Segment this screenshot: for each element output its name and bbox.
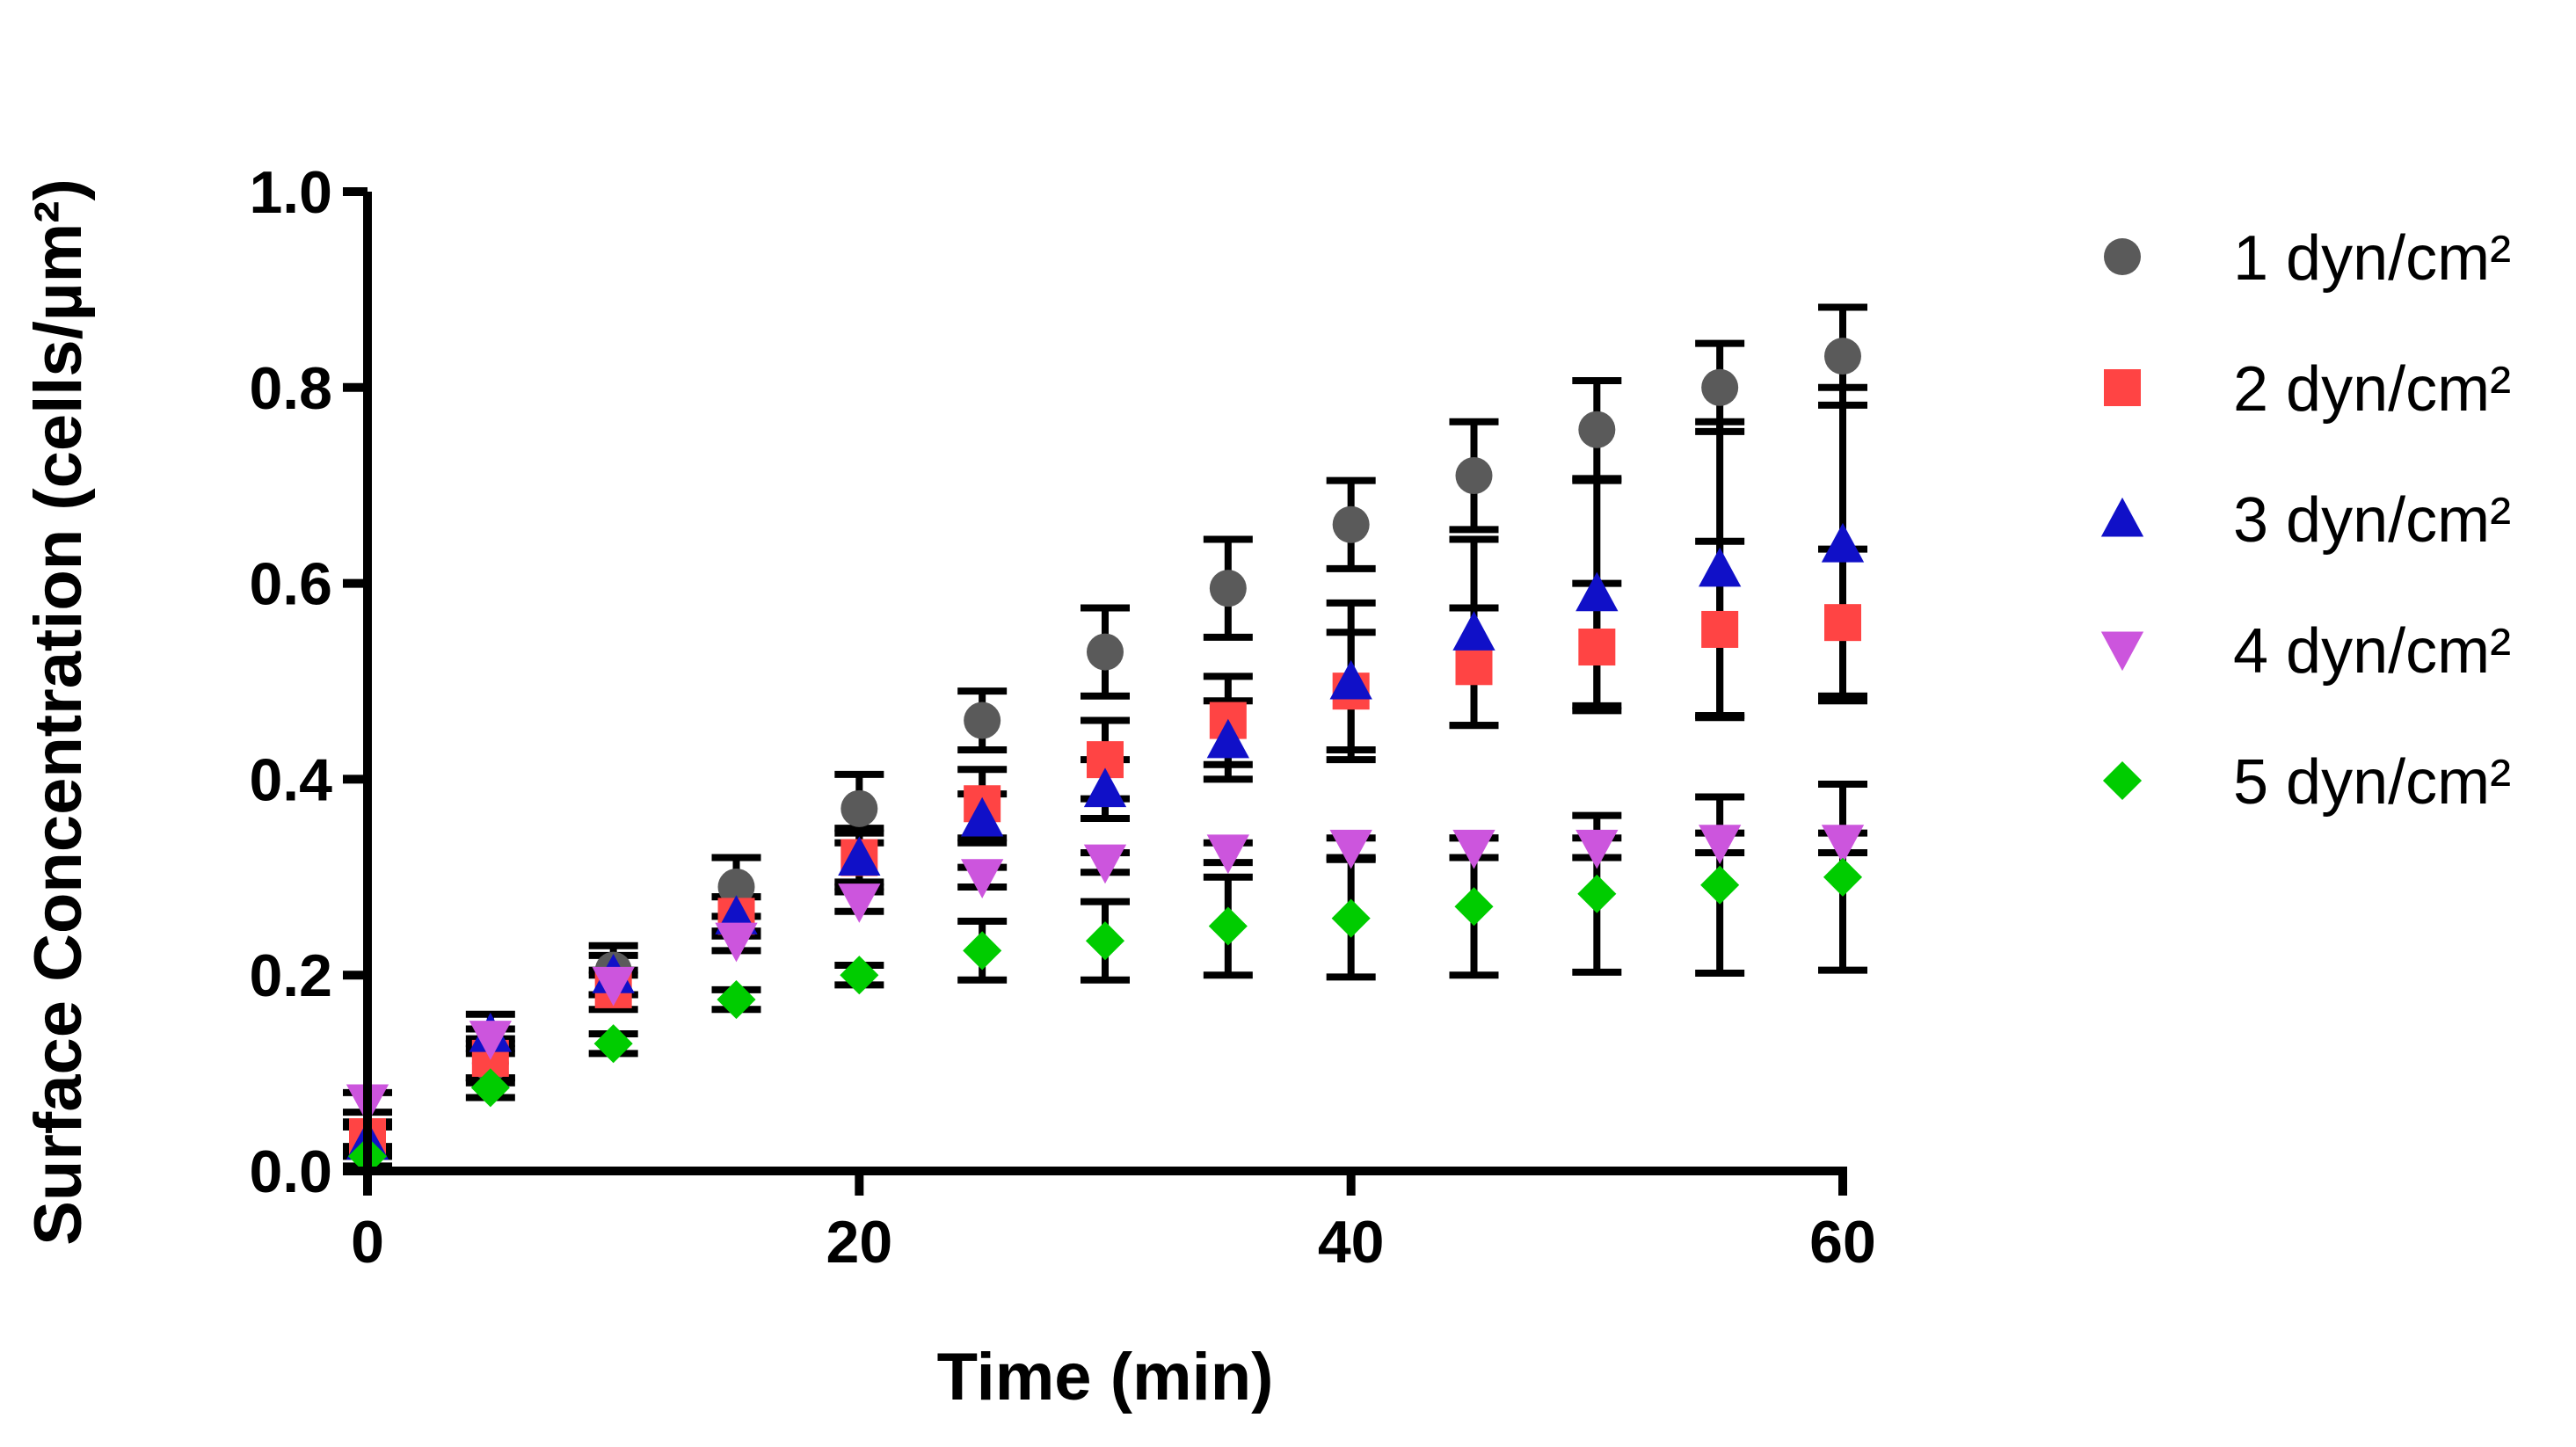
series-4 bbox=[346, 825, 1865, 1124]
data-point bbox=[1455, 648, 1493, 686]
data-point bbox=[1206, 718, 1249, 759]
data-point bbox=[963, 931, 1002, 971]
data-point bbox=[469, 1021, 512, 1060]
plot-area: 0.0 0.2 0.4 0.6 0.8 1.0 0 20 40 60 bbox=[249, 159, 1875, 1276]
data-point bbox=[470, 1068, 510, 1108]
legend-item: 5 dyn/cm² bbox=[2102, 747, 2511, 818]
y-tick-label: 0.4 bbox=[249, 746, 332, 813]
data-point bbox=[1821, 522, 1865, 563]
data-point bbox=[1575, 571, 1619, 612]
data-point bbox=[1699, 547, 1742, 587]
data-point bbox=[964, 702, 1001, 739]
legend-label: 4 dyn/cm² bbox=[2233, 616, 2511, 687]
y-axis-title: Surface Concentration (cells/µm²) bbox=[21, 178, 96, 1246]
data-point bbox=[717, 980, 756, 1020]
y-tick-label: 0.0 bbox=[249, 1138, 332, 1205]
x-tick-label: 60 bbox=[1809, 1209, 1876, 1276]
x-tick-label: 0 bbox=[351, 1209, 384, 1276]
y-tick-label: 0.2 bbox=[249, 942, 332, 1009]
data-point bbox=[1824, 338, 1861, 375]
data-point bbox=[1454, 887, 1494, 927]
x-tick-label: 20 bbox=[826, 1209, 893, 1276]
data-point bbox=[1329, 829, 1372, 869]
error-bars bbox=[343, 303, 1867, 1170]
legend: 1 dyn/cm² 2 dyn/cm² 3 dyn/cm² 4 dyn/cm² 5 dy… bbox=[2100, 223, 2511, 818]
y-axis-ticks: 0.0 0.2 0.4 0.6 0.8 1.0 bbox=[249, 159, 367, 1205]
data-point bbox=[961, 859, 1004, 898]
error-bars-series-5 bbox=[343, 780, 1867, 1170]
legend-label: 3 dyn/cm² bbox=[2233, 485, 2511, 556]
legend-label: 1 dyn/cm² bbox=[2233, 223, 2511, 294]
legend-item: 2 dyn/cm² bbox=[2104, 354, 2511, 425]
series-5 bbox=[347, 857, 1863, 1176]
data-point bbox=[593, 1024, 633, 1064]
legend-item: 4 dyn/cm² bbox=[2100, 616, 2511, 687]
data-point bbox=[1823, 857, 1863, 897]
data-point bbox=[1824, 604, 1861, 642]
data-point bbox=[1085, 921, 1125, 961]
data-point bbox=[1329, 659, 1372, 700]
legend-label: 5 dyn/cm² bbox=[2233, 747, 2511, 818]
data-point bbox=[1701, 610, 1739, 648]
y-tick-label: 0.6 bbox=[249, 551, 332, 618]
legend-marker bbox=[2104, 369, 2141, 406]
legend-marker bbox=[2102, 760, 2143, 801]
data-point bbox=[1452, 611, 1495, 651]
data-point bbox=[1699, 825, 1742, 864]
data-point bbox=[1452, 829, 1495, 869]
x-axis-title: Time (min) bbox=[937, 1340, 1274, 1414]
data-point bbox=[717, 868, 755, 905]
x-tick-label: 40 bbox=[1318, 1209, 1385, 1276]
data-point bbox=[1578, 411, 1616, 448]
data-point bbox=[840, 789, 878, 827]
data-point bbox=[1577, 874, 1617, 913]
data-point bbox=[1087, 633, 1124, 671]
data-point bbox=[1700, 865, 1740, 905]
data-point bbox=[1821, 825, 1865, 864]
x-axis-ticks: 0 20 40 60 bbox=[351, 1171, 1876, 1276]
data-point bbox=[1331, 898, 1371, 938]
legend-marker bbox=[2100, 631, 2144, 672]
legend-marker bbox=[2104, 238, 2141, 275]
data-point bbox=[1206, 834, 1249, 875]
legend-marker bbox=[2100, 497, 2144, 537]
data-point bbox=[1332, 505, 1370, 543]
data-markers bbox=[346, 338, 1865, 1176]
data-point bbox=[1578, 629, 1616, 666]
y-tick-label: 1.0 bbox=[249, 159, 332, 226]
legend-item: 1 dyn/cm² bbox=[2104, 223, 2511, 294]
data-point bbox=[1083, 844, 1127, 884]
y-tick-label: 0.8 bbox=[249, 355, 332, 422]
data-point bbox=[1575, 829, 1619, 869]
data-point bbox=[1083, 767, 1127, 808]
data-point bbox=[1208, 906, 1248, 946]
data-point bbox=[838, 883, 881, 923]
data-point bbox=[592, 966, 635, 1007]
data-point bbox=[1701, 368, 1739, 406]
data-point bbox=[1455, 457, 1493, 495]
data-point bbox=[838, 836, 881, 876]
data-point bbox=[840, 956, 879, 995]
legend-label: 2 dyn/cm² bbox=[2233, 354, 2511, 425]
data-point bbox=[961, 796, 1004, 837]
data-point bbox=[1209, 570, 1247, 607]
legend-item: 3 dyn/cm² bbox=[2100, 485, 2511, 556]
data-point bbox=[715, 922, 758, 963]
